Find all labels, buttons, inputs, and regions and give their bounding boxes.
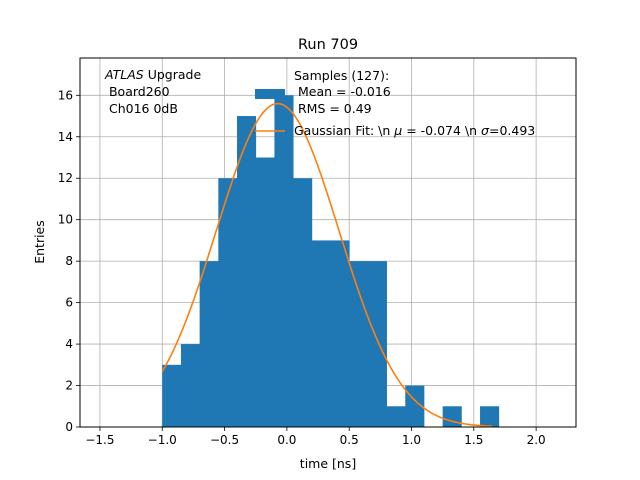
x-axis-label: time [ns] [300,456,356,471]
legend-fit-mu: μ [393,123,402,138]
annotation-line-3: Ch016 0dB [105,101,178,116]
x-tick-label: −1.0 [148,433,177,447]
legend-fit-text-c: =0.493 [489,123,535,138]
histogram-bar [480,406,500,427]
x-tick-label: 0.5 [340,433,359,447]
histogram-bar [367,261,387,427]
y-tick-label: 8 [65,254,73,268]
legend-fit-text-a: Gaussian Fit: \n [294,123,394,138]
y-tick-label: 14 [58,130,73,144]
x-tick-label: −1.5 [85,433,114,447]
histogram-bar [218,178,238,427]
legend-fit-label: Gaussian Fit: \n μ = -0.074 \n σ=0.493 [294,123,535,138]
histogram-bar [255,157,275,427]
histogram-bar [162,364,182,427]
x-tick-label: 0.0 [277,433,296,447]
histogram-bar [274,95,294,427]
y-tick-label: 12 [58,171,73,185]
annotation-line-2: Board260 [105,84,170,99]
histogram-bar [442,406,462,427]
y-tick-label: 6 [65,296,73,310]
histogram-bar [293,178,313,427]
legend-samples-handle [255,89,285,99]
x-axis-ticks: −1.5 −1.0 −0.5 0.0 0.5 1.0 1.5 2.0 [85,427,546,447]
histogram-bar [237,116,257,427]
histogram-bar [386,406,406,427]
annotation-line-1: ATLAS Upgrade [104,67,201,82]
legend-fit-text-b: = -0.074 \n [402,123,481,138]
atlas-annotation: ATLAS Upgrade Board260 Ch016 0dB [104,67,201,116]
fit-curve [161,102,493,428]
legend-samples-line-3: RMS = 0.49 [294,101,372,116]
y-tick-label: 10 [58,213,73,227]
y-axis-ticks: 0 2 4 6 8 10 12 14 16 [58,88,80,434]
y-tick-label: 4 [65,337,73,351]
annotation-upgrade: Upgrade [144,67,202,82]
x-tick-label: −0.5 [210,433,239,447]
histogram-bar [349,261,369,427]
y-axis-label: Entries [32,220,47,264]
legend-samples-line-2: Mean = -0.016 [294,84,391,99]
x-tick-label: 2.0 [527,433,546,447]
chart-title: Run 709 [298,37,358,53]
histogram-bar [330,240,350,427]
histogram-bar [311,240,331,427]
legend-fit-sigma: σ [481,123,490,138]
y-tick-label: 2 [65,379,73,393]
x-tick-label: 1.5 [464,433,483,447]
gaussian-fit [161,102,493,428]
histogram-bar [199,261,219,427]
annotation-atlas: ATLAS [104,67,144,82]
histogram-bars [162,95,500,427]
y-tick-label: 0 [65,420,73,434]
x-tick-label: 1.0 [402,433,421,447]
axes-frame [79,57,577,428]
histogram-bar [180,344,201,427]
legend: Samples (127): Mean = -0.016 RMS = 0.49 … [255,68,535,138]
y-tick-label: 16 [58,88,73,102]
legend-samples-line-1: Samples (127): [294,68,389,83]
